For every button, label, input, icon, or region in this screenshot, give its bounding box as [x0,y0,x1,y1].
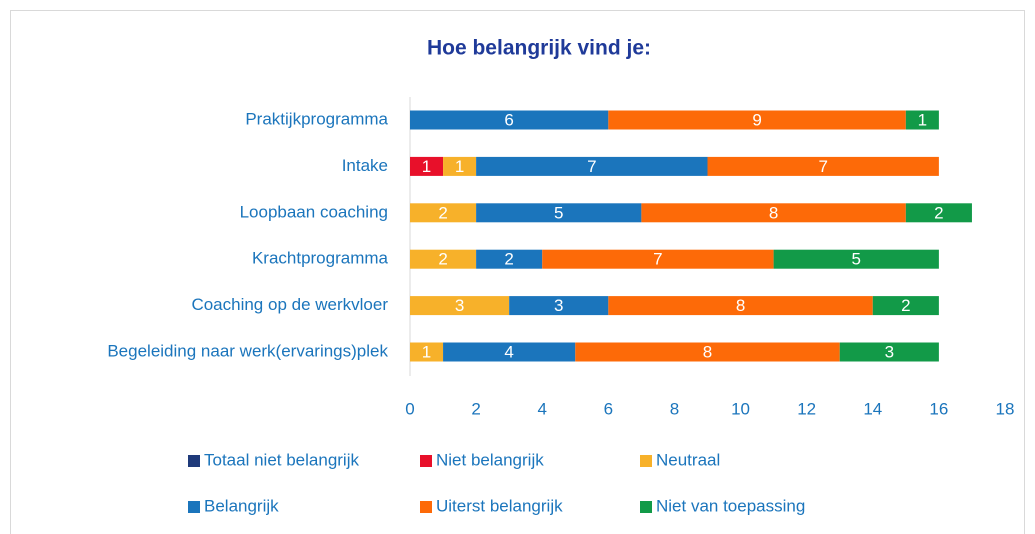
data-label: 1 [422,157,431,176]
data-label: 2 [901,296,910,315]
x-tick-label: 18 [996,399,1015,418]
bar-segment [773,249,939,269]
x-tick-label: 12 [797,399,816,418]
y-tick-label: Loopbaan coaching [240,202,388,221]
y-tick-label: Krachtprogramma [252,249,389,268]
data-label: 1 [918,110,927,129]
legend-label: Belangrijk [204,496,279,515]
legend-label: Neutraal [656,450,720,469]
x-tick-label: 6 [604,399,613,418]
x-tick-label: 2 [471,399,480,418]
bar-segment [410,203,477,223]
bar-segment [872,296,939,316]
legend-swatch [640,455,652,467]
data-label: 9 [752,110,761,129]
data-label: 5 [852,250,861,269]
bar-segment [410,342,444,362]
x-tick-label: 0 [405,399,414,418]
bar-segment [641,203,906,223]
bar-segment [542,249,774,269]
bar-segment [509,296,609,316]
bar-segment [443,342,576,362]
x-tick-label: 16 [929,399,948,418]
legend-swatch [420,501,432,513]
y-tick-label: Praktijkprogramma [245,109,388,128]
data-label: 4 [504,342,513,361]
legend-swatch [640,501,652,513]
data-label: 8 [736,296,745,315]
legend-label: Niet belangrijk [436,450,544,469]
x-tick-label: 14 [863,399,882,418]
bar-segment [410,296,510,316]
x-tick-label: 4 [537,399,546,418]
bar-segment [476,156,708,176]
bar-segment [608,110,906,130]
bar-segment [839,342,939,362]
data-label: 3 [554,296,563,315]
data-label: 2 [504,250,513,269]
legend-swatch [188,455,200,467]
data-label: 6 [504,110,513,129]
data-label: 5 [554,203,563,222]
y-tick-label: Coaching op de werkvloer [191,295,388,314]
bar-segment [575,342,840,362]
data-label: 3 [455,296,464,315]
x-tick-label: 10 [731,399,750,418]
data-label: 2 [934,203,943,222]
chart-border [10,10,1025,534]
y-tick-label: Intake [342,156,388,175]
legend-label: Totaal niet belangrijk [204,450,359,469]
data-label: 1 [455,157,464,176]
bar-segment [410,156,444,176]
legend-label: Niet van toepassing [656,496,805,515]
bar-segment [476,203,642,223]
data-label: 7 [818,157,827,176]
bar-segment [905,203,972,223]
data-label: 1 [422,342,431,361]
data-label: 2 [438,203,447,222]
y-tick-label: Begeleiding naar werk(ervarings)plek [107,341,388,360]
bar-segment [476,249,543,269]
x-tick-label: 8 [670,399,679,418]
bar-segment [707,156,939,176]
data-label: 3 [885,342,894,361]
data-label: 7 [587,157,596,176]
chart-title: Hoe belangrijk vind je: [427,37,651,60]
bar-segment [410,110,609,130]
bar-segment [410,249,477,269]
legend-swatch [420,455,432,467]
data-label: 8 [769,203,778,222]
data-label: 2 [438,250,447,269]
bar-segment [608,296,873,316]
bar-segment [443,156,477,176]
data-label: 7 [653,250,662,269]
legend-swatch [188,501,200,513]
data-label: 8 [703,342,712,361]
legend-label: Uiterst belangrijk [436,496,563,515]
bar-segment [905,110,939,130]
